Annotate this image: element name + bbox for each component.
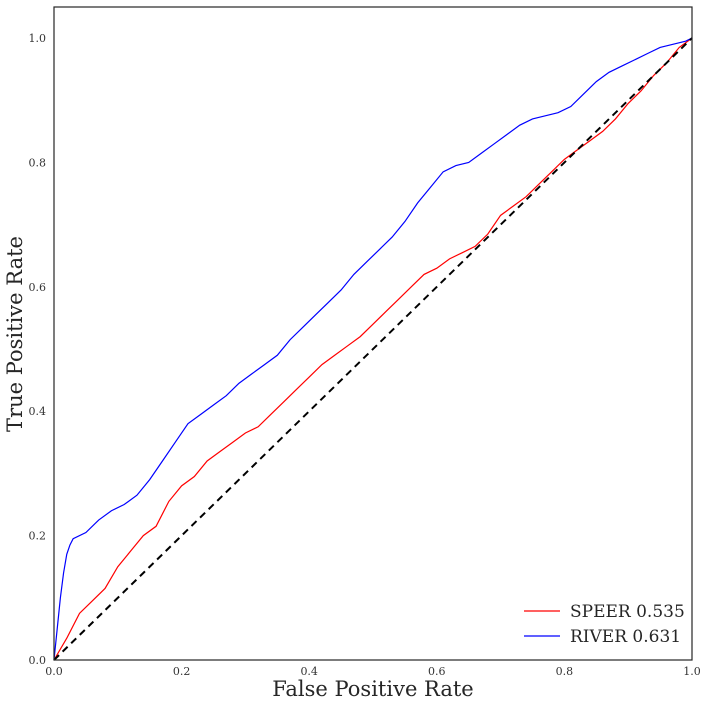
legend-label-river: RIVER 0.631 xyxy=(570,627,681,647)
x-axis-ticks: 0.0 0.2 0.4 0.6 0.8 1.0 xyxy=(45,665,701,678)
y-tick-label: 0.0 xyxy=(29,654,47,667)
x-tick-label: 0.4 xyxy=(300,665,318,678)
legend-label-speer: SPEER 0.535 xyxy=(570,602,685,622)
y-axis-ticks: 0.0 0.2 0.4 0.6 0.8 1.0 xyxy=(29,32,47,667)
series-line-river xyxy=(53,37,693,661)
legend: SPEER 0.535 RIVER 0.631 xyxy=(524,602,685,647)
y-tick-label: 0.8 xyxy=(29,156,47,169)
y-tick-label: 0.6 xyxy=(29,281,47,294)
series-line-speer xyxy=(53,37,693,661)
y-tick-label: 0.4 xyxy=(29,405,47,418)
x-tick-label: 0.2 xyxy=(173,665,191,678)
x-tick-label: 0.0 xyxy=(45,665,63,678)
y-tick-label: 1.0 xyxy=(29,32,47,45)
plot-frame xyxy=(53,6,693,661)
plot-background xyxy=(54,7,692,660)
y-tick-label: 0.2 xyxy=(29,530,47,543)
reference-diagonal-line xyxy=(53,37,693,661)
x-tick-label: 0.8 xyxy=(556,665,574,678)
x-tick-label: 0.6 xyxy=(428,665,446,678)
series-layer xyxy=(53,37,693,661)
x-tick-label: 1.0 xyxy=(683,665,701,678)
x-axis-title: False Positive Rate xyxy=(272,677,473,701)
y-axis-title: True Positive Rate xyxy=(3,236,27,432)
